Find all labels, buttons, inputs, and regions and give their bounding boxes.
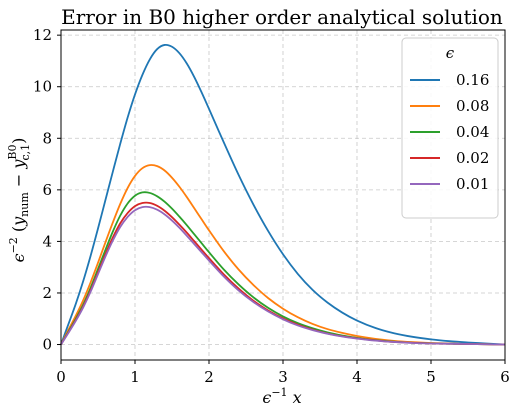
legend-label: 0.08 bbox=[456, 97, 489, 115]
y-tick-label: 12 bbox=[33, 26, 52, 44]
series-line-3 bbox=[60, 201, 506, 346]
series-line-0 bbox=[60, 43, 506, 346]
legend-title: ϵ bbox=[446, 44, 455, 62]
y-tick-label: 4 bbox=[42, 232, 52, 250]
y-tick-label: 0 bbox=[42, 336, 52, 354]
series-line-4 bbox=[60, 205, 506, 346]
legend: ϵ 0.16 0.08 0.04 0.02 0.01 bbox=[401, 37, 499, 219]
x-tick-label: 0 bbox=[56, 368, 66, 386]
series-line-1 bbox=[60, 164, 506, 346]
legend-label: 0.02 bbox=[456, 149, 489, 167]
legend-label: 0.01 bbox=[456, 175, 489, 193]
x-tick-label: 3 bbox=[278, 368, 288, 386]
y-tick-label: 8 bbox=[42, 129, 52, 147]
x-tick-label: 2 bbox=[204, 368, 214, 386]
series-lines bbox=[60, 43, 506, 346]
legend-box bbox=[401, 37, 499, 219]
y-axis-label: ϵ−2 (ynum − yB0c,1) bbox=[6, 138, 32, 263]
legend-label: 0.04 bbox=[456, 123, 489, 141]
x-tick-label: 1 bbox=[130, 368, 140, 386]
chart-title: Error in B0 higher order analytical solu… bbox=[61, 5, 503, 29]
y-tick-label: 10 bbox=[33, 78, 52, 96]
x-tick-label: 5 bbox=[426, 368, 436, 386]
x-tick-label: 6 bbox=[500, 368, 510, 386]
y-tick-label: 2 bbox=[42, 284, 52, 302]
x-tick-label: 4 bbox=[352, 368, 362, 386]
x-axis-label: ϵ−1 x bbox=[262, 386, 301, 407]
y-tick-label: 6 bbox=[42, 181, 52, 199]
legend-label: 0.16 bbox=[456, 71, 489, 89]
